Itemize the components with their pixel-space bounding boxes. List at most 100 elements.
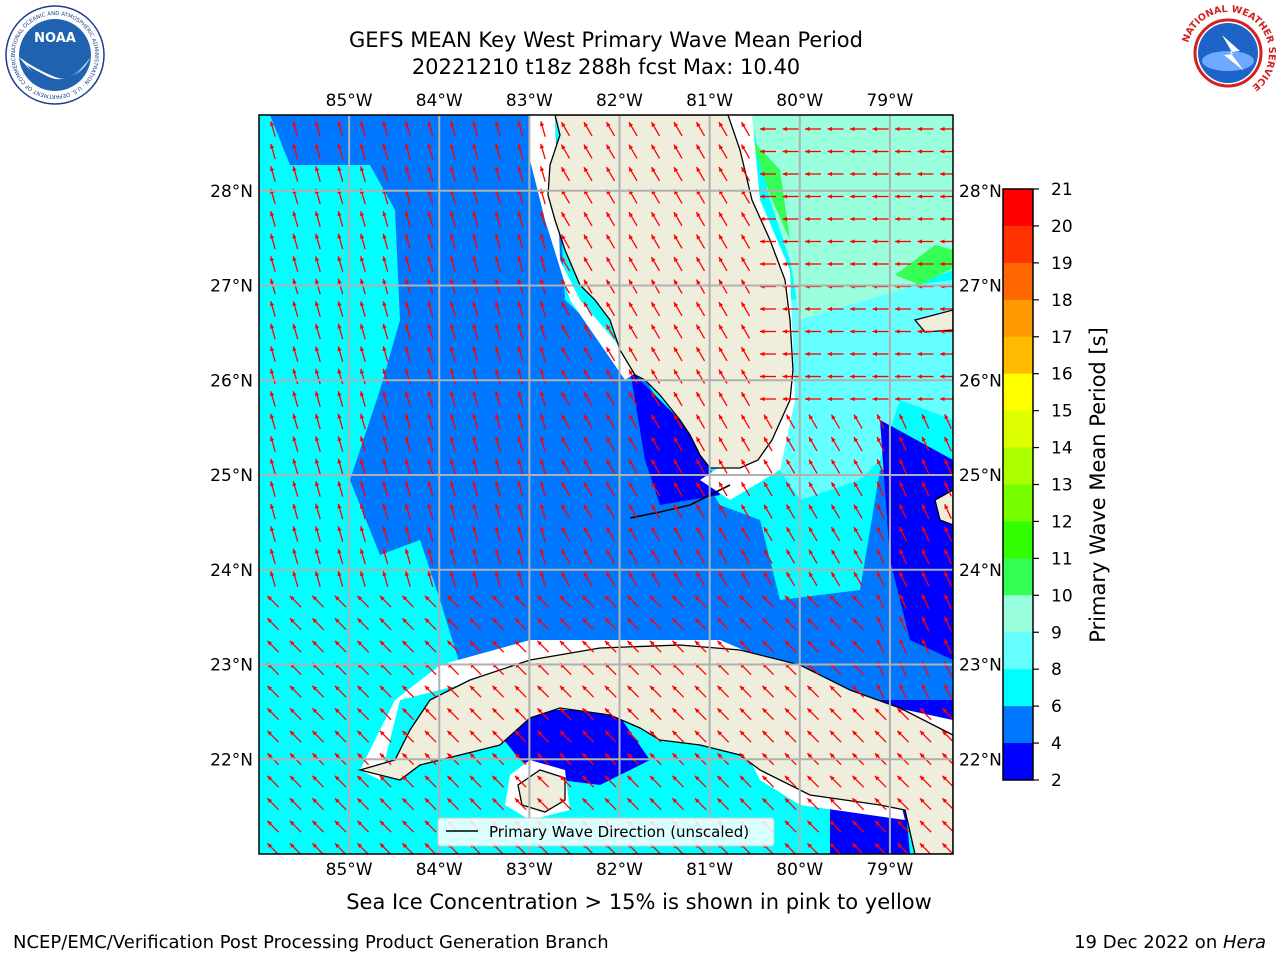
wave-arrow-head: [807, 685, 813, 691]
wave-arrow-head: [942, 708, 948, 714]
wave-arrow-head: [539, 571, 545, 577]
colorbar-tick-label: 15: [1051, 402, 1073, 422]
wave-arrow-head: [877, 616, 882, 622]
colorbar-tick-label: 6: [1051, 697, 1062, 717]
wave-arrow-head: [852, 753, 858, 759]
wave-arrow-head: [424, 775, 430, 781]
wave-arrow-head: [382, 211, 387, 217]
wave-arrow-head: [782, 126, 788, 132]
wave-arrow-head: [492, 798, 498, 804]
wave-arrow-head: [829, 843, 835, 849]
wave-arrow-head: [807, 595, 813, 601]
wave-arrow-head: [382, 503, 387, 509]
wave-arrow-head: [292, 166, 297, 172]
wave-arrow-head: [427, 391, 432, 397]
wave-arrow-head: [267, 820, 273, 826]
wave-arrow-head: [289, 595, 295, 601]
wave-arrow-head: [427, 458, 432, 464]
wave-arrow-head: [561, 212, 566, 218]
wave-arrow-head: [874, 708, 880, 714]
wave-arrow-head: [314, 413, 320, 419]
wave-arrow-head: [583, 437, 589, 443]
wave-arrow-head: [628, 392, 634, 398]
wave-arrow-head: [312, 685, 318, 691]
wave-arrow-head: [561, 369, 566, 375]
wave-arrow-head: [337, 256, 342, 262]
wave-arrow-head: [718, 437, 724, 443]
wave-arrow-head: [917, 149, 923, 154]
wave-arrow-head: [314, 346, 320, 352]
wave-arrow-head: [404, 323, 410, 329]
wave-arrow-head: [874, 753, 880, 759]
wave-arrow-head: [447, 798, 453, 804]
wave-arrow-head: [337, 413, 342, 419]
wave-arrow-head: [472, 278, 477, 284]
wave-arrow-head: [606, 144, 611, 150]
wave-arrow-head: [739, 618, 745, 624]
arrow-legend: Primary Wave Direction (unscaled): [437, 817, 775, 847]
wave-arrow-head: [427, 481, 432, 487]
wave-arrow-head: [357, 685, 363, 691]
wave-arrow-head: [853, 482, 859, 488]
wave-arrow-head: [269, 323, 275, 329]
wave-arrow-head: [606, 414, 611, 420]
wave-arrow-head: [850, 126, 855, 132]
wave-arrow-head: [604, 685, 610, 691]
wave-arrow-head: [494, 503, 500, 509]
colorbar-swatch: [1003, 521, 1033, 559]
wave-arrow-head: [449, 481, 455, 487]
wave-arrow-head: [782, 216, 788, 222]
wave-arrow-head: [872, 194, 878, 199]
colorbar-tick-label: 16: [1051, 365, 1073, 385]
wave-arrow-head: [628, 572, 634, 578]
wave-arrow-head: [492, 730, 498, 736]
wave-arrow-head: [944, 616, 949, 622]
wave-arrow-head: [606, 504, 611, 510]
wave-arrow-head: [763, 414, 769, 420]
wave-arrow-head: [357, 618, 363, 624]
wave-arrow-head: [359, 166, 365, 172]
wave-arrow-head: [897, 730, 903, 736]
wave-arrow-head: [427, 233, 432, 239]
wave-arrow-head: [472, 256, 477, 262]
wave-arrow-head: [449, 301, 455, 307]
wave-arrow-head: [357, 595, 363, 601]
wave-arrow-head: [583, 549, 589, 555]
wave-arrow-head: [763, 437, 769, 443]
wave-arrow-head: [651, 234, 656, 240]
wave-arrow-head: [334, 753, 340, 759]
wave-arrow-head: [852, 843, 858, 849]
wave-arrow-head: [628, 414, 634, 420]
wave-arrow-head: [314, 503, 320, 509]
lon-tick-label-bottom: 80°W: [776, 860, 823, 880]
wave-arrow-head: [944, 549, 949, 555]
wave-arrow-head: [449, 413, 455, 419]
wave-arrow-head: [741, 234, 746, 240]
wave-arrow-head: [494, 458, 500, 464]
wave-arrow-head: [782, 171, 788, 177]
wave-arrow-head: [872, 261, 878, 267]
wave-arrow-head: [651, 144, 656, 150]
wave-arrow-head: [922, 436, 927, 442]
wave-arrow-head: [314, 233, 320, 239]
colorbar-tick-label: 10: [1051, 586, 1073, 606]
wave-arrow-head: [877, 639, 882, 645]
wave-arrow-head: [919, 730, 925, 736]
wave-arrow-head: [357, 820, 363, 826]
wave-arrow-head: [379, 775, 385, 781]
wave-arrow-head: [404, 278, 410, 284]
wave-arrow-head: [427, 301, 432, 307]
wave-arrow-head: [357, 775, 363, 781]
wave-arrow-head: [651, 437, 656, 443]
wave-arrow-head: [427, 278, 432, 284]
wave-arrow-head: [782, 194, 788, 199]
wave-arrow-head: [561, 504, 566, 510]
wave-arrow-head: [312, 798, 318, 804]
wave-arrow-head: [919, 775, 925, 781]
wave-arrow-head: [850, 171, 855, 177]
wave-arrow-head: [628, 369, 634, 375]
wave-arrow-head: [651, 414, 656, 420]
wave-arrow-head: [786, 459, 791, 465]
colorbar-tick-label: 20: [1051, 217, 1073, 237]
colorbar-tick-label: 13: [1051, 476, 1073, 496]
